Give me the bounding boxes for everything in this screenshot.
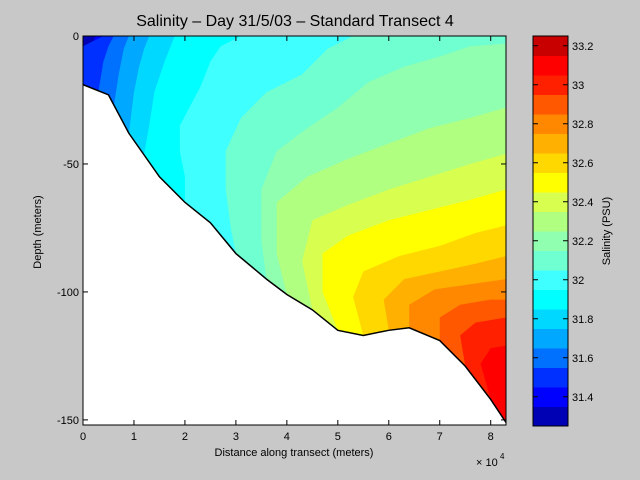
x-tick-label: 4	[284, 431, 290, 443]
y-tick-label: -50	[63, 159, 79, 171]
colorbar-swatch	[533, 114, 568, 134]
colorbar-swatch	[533, 250, 568, 271]
y-axis-label: Depth (meters)	[32, 195, 44, 268]
colorbar-swatch	[533, 211, 568, 232]
x-tick-label: 1	[131, 431, 137, 443]
colorbar-swatch	[533, 36, 568, 56]
colorbar-swatch	[533, 192, 568, 212]
colorbar: 31.4 31.6 31.8 32 32.2 32.4 32.6 32.8 33 33.2 Sal…	[532, 35, 613, 427]
colorbar-tick-label: 31.8	[572, 314, 593, 326]
colorbar-tick-label: 32.4	[572, 197, 593, 209]
colorbar-swatch	[533, 133, 568, 154]
colorbar-swatch	[533, 348, 568, 368]
colorbar-swatch	[533, 153, 568, 173]
x-tick-label: 3	[233, 431, 239, 443]
x-tick-label: 0	[80, 431, 86, 443]
colorbar-swatch	[533, 75, 568, 95]
plot-frame	[82, 35, 507, 426]
colorbar-swatch	[533, 172, 568, 193]
colorbar-swatch	[533, 328, 568, 349]
colorbar-swatch	[533, 231, 568, 251]
colorbar-tick-label: 33.2	[572, 41, 593, 53]
x-tick-label: 2	[182, 431, 188, 443]
plot-area: 0 1 2 3 4 5 6 7 8 0 -50 -100 -150	[57, 31, 507, 443]
colorbar-tick-label: 32.2	[572, 236, 593, 248]
colorbar-swatch	[533, 387, 568, 407]
colorbar-swatch	[533, 94, 568, 115]
colorbar-swatch	[533, 55, 568, 76]
x-tick-label: 6	[386, 431, 392, 443]
colorbar-label: Salinity (PSU)	[601, 197, 613, 265]
x-axis-ticks: 0 1 2 3 4 5 6 7 8	[80, 36, 494, 443]
colorbar-frame	[532, 35, 569, 427]
x-tick-label: 8	[488, 431, 494, 443]
x-multiplier-exponent: 4	[500, 452, 505, 461]
colorbar-tick-label: 31.6	[572, 353, 593, 365]
y-axis-ticks: 0 -50 -100 -150	[57, 31, 506, 427]
colorbar-tick-label: 32.8	[572, 119, 593, 131]
x-axis-label: Distance along transect (meters)	[215, 447, 374, 459]
colorbar-tick-label: 31.4	[572, 392, 593, 404]
colorbar-swatch	[533, 270, 568, 290]
x-tick-label: 5	[335, 431, 341, 443]
x-multiplier-label: × 10	[476, 457, 498, 469]
colorbar-swatch	[533, 309, 568, 329]
y-tick-label: 0	[73, 31, 79, 43]
colorbar-tick-label: 32	[572, 275, 584, 287]
colorbar-swatch	[533, 289, 568, 310]
y-tick-label: -100	[57, 287, 79, 299]
seafloor-profile	[82, 83, 507, 423]
x-tick-label: 7	[437, 431, 443, 443]
colorbar-tick-label: 32.6	[572, 158, 593, 170]
colorbar-tick-label: 33	[572, 80, 584, 92]
y-tick-label: -150	[57, 415, 79, 427]
colorbar-swatch	[533, 367, 568, 388]
x-multiplier: × 10 4	[476, 452, 505, 469]
chart-title: Salinity – Day 31/5/03 – Standard Transe…	[136, 13, 454, 30]
colorbar-swatch	[533, 406, 568, 427]
